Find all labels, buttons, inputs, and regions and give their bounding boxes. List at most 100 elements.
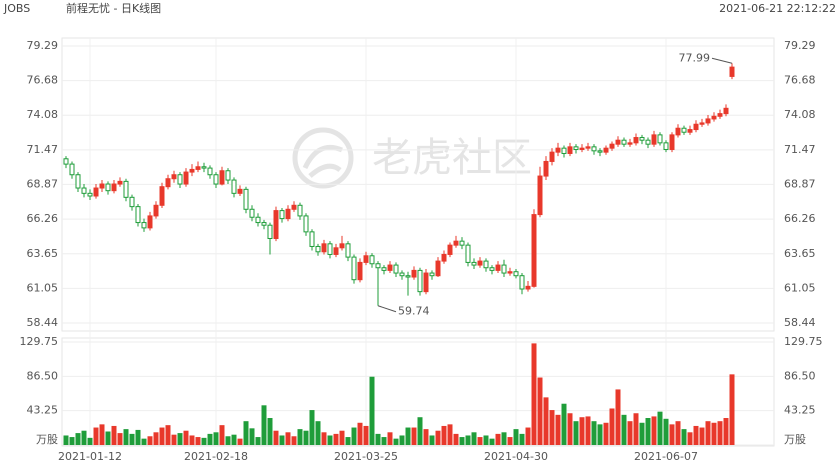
candle-body [225, 170, 231, 181]
volume-bar [213, 432, 219, 445]
volume-bar [399, 435, 405, 445]
volume-bar [141, 438, 147, 445]
volume-bar [669, 424, 675, 445]
volume-bar [75, 433, 81, 445]
candle-body [543, 160, 549, 177]
volume-bar [501, 432, 507, 445]
volume-bar [177, 433, 183, 445]
volume-bar [171, 434, 177, 445]
volume-bar [195, 437, 201, 445]
volume-bar [327, 435, 333, 445]
volume-bar [675, 421, 681, 445]
candle-body [669, 134, 675, 150]
candle-body [519, 275, 525, 290]
volume-bar [393, 438, 399, 445]
volume-bar [543, 397, 549, 445]
y-tick-label-right: 66.26 [784, 212, 816, 225]
volume-bar [165, 425, 171, 445]
volume-bar [489, 438, 495, 445]
candle-body [603, 147, 609, 153]
candle-body [597, 150, 603, 153]
chart-title: 前程无忧 - 日K线图 [66, 1, 161, 15]
candle-body [627, 142, 633, 145]
volume-bar [387, 432, 393, 445]
candle-body [249, 208, 255, 218]
volume-bar [225, 436, 231, 445]
candle-body [111, 183, 117, 192]
y-tick-label-right: 71.47 [784, 143, 816, 156]
candle-body [447, 244, 453, 255]
volume-bar [87, 437, 93, 445]
volume-bar [207, 433, 213, 445]
volume-bar [153, 432, 159, 445]
volume-bar [111, 425, 117, 445]
volume-bar [591, 421, 597, 445]
candle-body [507, 271, 513, 274]
candle-body [435, 260, 441, 277]
candle-body [279, 210, 285, 220]
volume-bar [693, 425, 699, 445]
volume-bar [243, 421, 249, 445]
y-tick-label: 63.65 [27, 247, 59, 260]
volume-bar [681, 429, 687, 445]
watermark: 老虎社区 [372, 135, 532, 181]
volume-bar [729, 374, 735, 445]
volume-bar [603, 422, 609, 445]
candle-body [69, 163, 75, 176]
y2-tick-label-right: 86.50 [784, 369, 816, 382]
volume-bar [285, 432, 291, 445]
candle-body [153, 204, 159, 217]
candle-body [411, 269, 417, 278]
candle-body [567, 146, 573, 154]
candle-body [105, 183, 111, 192]
volume-bar [231, 434, 237, 445]
candle-body [711, 115, 717, 120]
volume-bar [645, 418, 651, 445]
candle-body [465, 244, 471, 263]
candle-body [63, 158, 69, 165]
candle-body [303, 215, 309, 233]
candle-body [291, 204, 297, 210]
candle-body [405, 275, 411, 278]
volume-bar [201, 437, 207, 445]
volume-bar [597, 424, 603, 445]
x-tick-label: 2021-01-12 [58, 450, 122, 463]
candle-body [723, 107, 729, 115]
volume-bar [93, 427, 99, 445]
volume-bar [723, 418, 729, 445]
y-tick-label: 61.05 [27, 281, 59, 294]
x-tick-label: 2021-06-07 [634, 450, 698, 463]
candle-body [201, 166, 207, 169]
candle-body [327, 243, 333, 255]
candle-body [717, 113, 723, 117]
candle-body [189, 168, 195, 173]
y2-tick-label-right: 129.75 [784, 335, 823, 348]
volume-bar [147, 436, 153, 445]
volume-bar [279, 435, 285, 445]
max-label: 77.99 [679, 51, 711, 64]
y-tick-label-right: 74.08 [784, 108, 816, 121]
volume-bar [219, 425, 225, 445]
x-tick-label: 2021-04-30 [484, 450, 548, 463]
volume-bar [639, 422, 645, 445]
volume-bar [459, 437, 465, 445]
volume-bar [363, 425, 369, 445]
x-tick-label: 2021-03-25 [334, 450, 398, 463]
candle-body [195, 166, 201, 170]
y-tick-label: 79.29 [27, 39, 59, 52]
timestamp: 2021-06-21 22:12:22 [719, 2, 836, 15]
symbol: JOBS [3, 2, 30, 15]
candle-body [609, 143, 615, 149]
candle-body [237, 188, 243, 194]
candle-body [141, 222, 147, 229]
candle-body [489, 267, 495, 271]
candle-body [171, 174, 177, 180]
volume-bar [531, 343, 537, 445]
candle-body [375, 263, 381, 269]
volume-bar [447, 424, 453, 445]
y-tick-label-right: 76.68 [784, 74, 816, 87]
candle-body [651, 134, 657, 145]
candle-body [573, 146, 579, 150]
volume-bar [99, 424, 105, 445]
candle-body [645, 139, 651, 145]
